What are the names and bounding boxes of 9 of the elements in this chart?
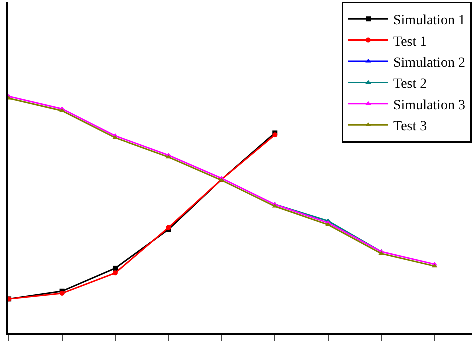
point (60, 291, 65, 296)
legend-label: Test 3 (394, 120, 428, 135)
legend-label: Test 2 (394, 77, 428, 92)
point (112, 266, 118, 271)
legend-label: Simulation 1 (394, 14, 466, 29)
legend-label: Test 1 (394, 34, 428, 50)
legend-label: Simulation 3 (394, 98, 466, 114)
legend-label: Simulation 2 (394, 56, 466, 71)
point (112, 270, 118, 276)
